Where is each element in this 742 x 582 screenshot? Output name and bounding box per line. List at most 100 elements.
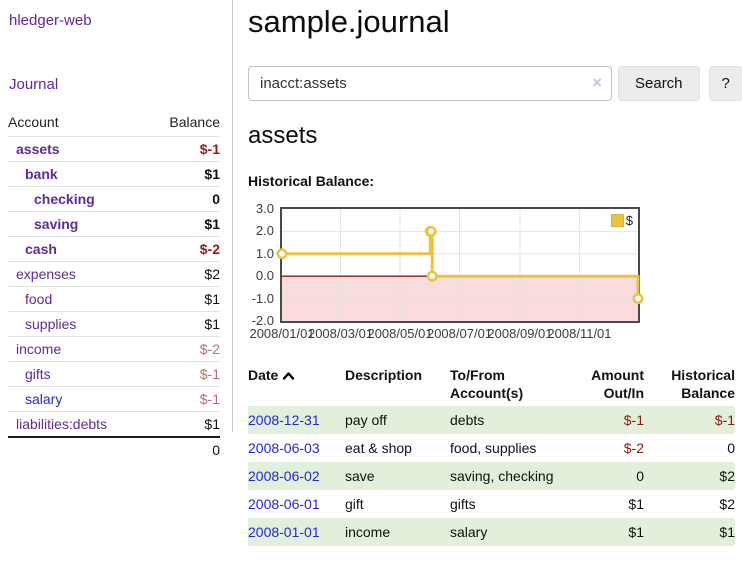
account-balance: $-1 [148,361,220,387]
x-axis-tick-label: 2008/11/01 [547,326,612,341]
register-table: Date Description To/From Account(s) Amou… [248,362,735,546]
transaction-description: eat & shop [345,440,412,456]
account-link[interactable]: gifts [25,366,51,382]
account-row: liabilities:debts $1 [8,411,220,437]
account-row: income $-2 [8,336,220,362]
accounts-total-row: 0 [8,436,220,462]
accounts-header-row: Account Balance [8,110,220,137]
y-axis-tick-label: 0.0 [255,268,274,284]
account-balance: $-2 [148,336,220,362]
legend-label: $ [625,213,633,228]
chart-label: Historical Balance: [248,173,375,189]
account-link[interactable]: saving [34,216,79,232]
account-balance: $2 [148,261,220,287]
transaction-row: 2008-12-31 pay off debts $-1 $-1 [248,406,735,434]
account-row: cash $-2 [8,236,220,262]
account-row: supplies $1 [8,311,220,337]
transaction-balance: $2 [719,468,735,484]
account-row: saving $1 [8,211,220,237]
page-title: sample.journal [248,4,450,39]
accounts-total-value: 0 [148,436,220,462]
transaction-accounts: gifts [450,496,476,512]
register-header-balance: Historical Balance [671,367,735,401]
account-balance: $1 [148,211,220,237]
account-balance: $1 [148,311,220,337]
sort-ascending-icon [282,367,295,385]
transaction-balance: $-1 [714,412,735,428]
main-content: sample.journal × Search ? assets Histori… [248,0,742,546]
nav-journal-link[interactable]: Journal [9,76,59,93]
transaction-amount: $-2 [623,440,644,456]
account-row: gifts $-1 [8,361,220,387]
transaction-date-link[interactable]: 2008-06-01 [248,496,320,512]
transaction-description: income [345,524,391,540]
legend-swatch-icon [610,214,624,227]
account-row: food $1 [8,286,220,312]
historical-balance-chart: $ 3.0 2.0 1.0 0.0 -1.0 -2.0 2008/01/01 2008/03/… [242,199,662,341]
account-link[interactable]: supplies [25,316,77,332]
account-balance: $1 [148,411,220,437]
account-row: assets $-1 [8,136,220,162]
transaction-balance: $2 [719,496,735,512]
help-button[interactable]: ? [708,66,742,101]
search-button[interactable]: Search [618,66,700,101]
account-title: assets [248,122,318,149]
sidebar-divider [232,0,233,432]
account-link[interactable]: salary [25,391,63,407]
transaction-row: 2008-06-01 gift gifts $1 $2 [248,490,735,518]
transaction-row: 2008-01-01 income salary $1 $1 [248,518,735,546]
register-header-accounts: To/From Account(s) [450,367,524,401]
transaction-amount: $1 [628,524,644,540]
account-link[interactable]: bank [25,166,58,182]
chart-legend: $ [610,213,633,228]
y-axis-tick-label: 2.0 [255,223,274,239]
app-brand[interactable]: hledger-web [9,12,92,29]
register-header-row: Date Description To/From Account(s) Amou… [248,362,735,406]
account-link[interactable]: cash [25,241,57,257]
transaction-date-link[interactable]: 2008-06-03 [248,440,320,456]
search-input[interactable] [248,66,612,101]
account-row: expenses $2 [8,261,220,287]
register-header-amount: Amount Out/In [591,367,644,401]
transaction-date-link[interactable]: 2008-06-02 [248,468,320,484]
y-axis-tick-label: -2.0 [251,313,274,328]
transaction-balance: $1 [719,524,735,540]
search-form: × Search ? [248,66,742,101]
account-row: checking 0 [8,186,220,212]
x-axis-tick-label: 2008/07/01 [426,326,493,341]
account-link[interactable]: food [25,291,53,307]
transaction-amount: $-1 [623,412,644,428]
account-balance: $1 [148,286,220,312]
transaction-amount: 0 [636,468,644,484]
account-row: salary $-1 [8,386,220,412]
clear-search-icon[interactable]: × [592,73,602,92]
x-axis-tick-label: 2008/03/01 [307,326,374,341]
account-link[interactable]: income [16,341,62,357]
y-axis-tick-label: 3.0 [255,201,274,216]
transaction-row: 2008-06-03 eat & shop food, supplies $-2 0 [248,434,735,462]
x-axis-tick-label: 2008/05/01 [367,326,433,341]
register-header-date[interactable]: Date [248,362,345,406]
account-balance: 0 [148,186,220,212]
account-link[interactable]: expenses [16,266,76,282]
account-balance: $-1 [148,136,220,162]
transaction-accounts: debts [450,412,485,428]
chart-canvas [276,209,644,321]
transaction-accounts: food, supplies [450,440,537,456]
accounts-header-balance: Balance [169,114,220,130]
register-header-description: Description [345,367,423,383]
transaction-date-link[interactable]: 2008-01-01 [248,524,320,540]
transaction-amount: $1 [628,496,644,512]
transaction-date-link[interactable]: 2008-12-31 [248,412,320,428]
transaction-description: gift [345,496,364,512]
x-axis-tick-label: 2008/09/01 [487,326,553,341]
sidebar: hledger-web Journal Account Balance asse… [0,0,232,462]
transaction-accounts: saving, checking [450,468,554,484]
account-link[interactable]: liabilities:debts [16,416,108,432]
chart-plot-area: $ [276,207,644,323]
account-link[interactable]: checking [34,191,95,207]
transaction-description: pay off [345,412,387,428]
account-balance: $-2 [148,236,220,262]
account-link[interactable]: assets [16,141,60,157]
transaction-row: 2008-06-02 save saving, checking 0 $2 [248,462,735,490]
